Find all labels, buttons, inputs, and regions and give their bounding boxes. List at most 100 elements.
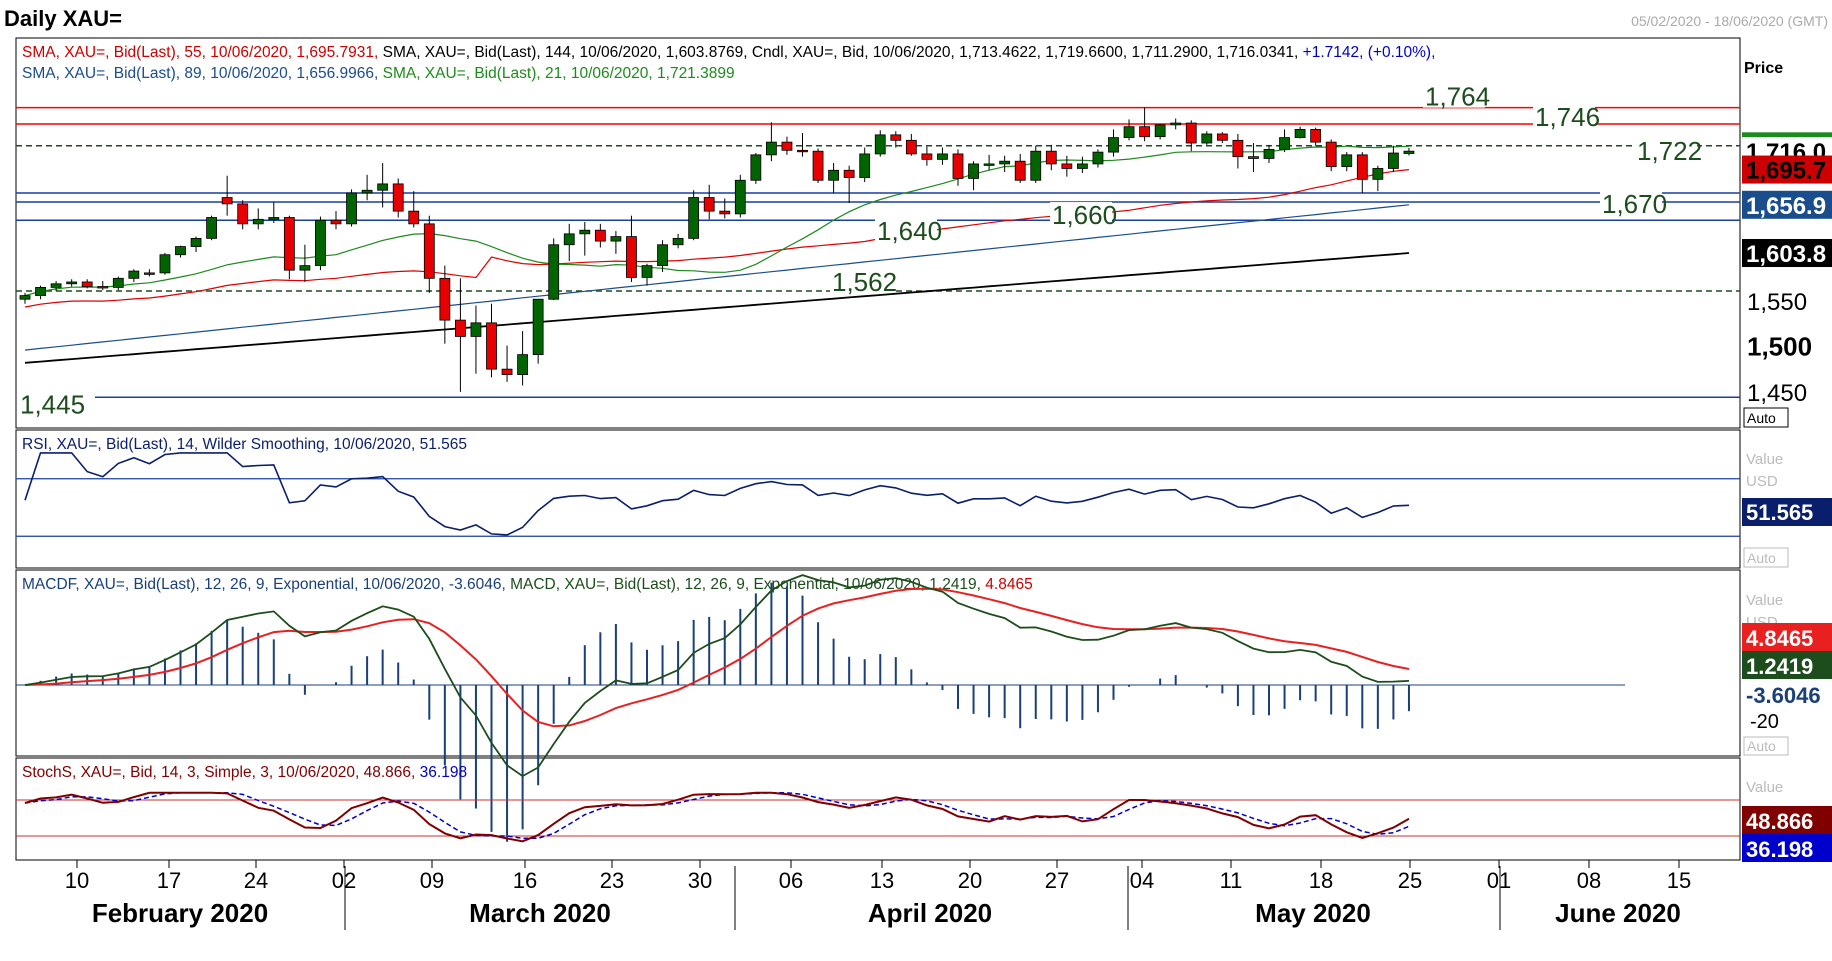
candle-2020-02-05 — [19, 292, 31, 304]
candle-2020-03-26 — [579, 222, 591, 256]
candle-2020-02-25 — [237, 200, 249, 230]
candle-2020-02-14 — [128, 269, 140, 282]
price-auto-button[interactable] — [1743, 407, 1789, 428]
candle-2020-03-10 — [392, 178, 404, 218]
candle-2020-03-24 — [548, 238, 560, 301]
candle-2020-05-19 — [1154, 123, 1166, 140]
legend-part-1: MACD, XAU=, Bid(Last), 12, 26, 9, Expone… — [506, 576, 981, 593]
candle-2020-03-25 — [563, 223, 575, 262]
price-panel-frame — [15, 37, 1741, 429]
legend-part-0: SMA, XAU=, Bid(Last), 55, 10/06/2020, 1,… — [22, 44, 378, 61]
candle-2020-02-21 — [206, 215, 218, 241]
candle-body — [1356, 154, 1368, 180]
candle-body — [890, 134, 902, 141]
stoch-plot — [16, 791, 1740, 843]
macd-badge-label-2: -3.6046 — [1746, 683, 1821, 708]
candle-body — [1403, 150, 1415, 154]
candle-body — [1216, 133, 1228, 141]
candle-2020-05-07 — [1030, 145, 1042, 183]
candle-body — [252, 218, 264, 225]
candle-body — [299, 265, 311, 271]
candle-body — [206, 217, 218, 239]
candle-2020-03-02 — [299, 244, 311, 282]
candle-body — [781, 141, 793, 151]
candle-body — [797, 149, 808, 153]
candle-2020-05-14 — [1108, 129, 1119, 157]
candle-2020-05-13 — [1092, 149, 1104, 168]
candle-2020-05-28 — [1263, 144, 1275, 164]
price-ytick-1: 1,500 — [1747, 331, 1812, 361]
candle-body — [921, 153, 933, 160]
candle-2020-04-28 — [921, 146, 933, 166]
candle-body — [486, 322, 497, 370]
candle-body — [159, 254, 171, 274]
candle-body — [1092, 151, 1104, 165]
legend-part-0: StochS, XAU=, Bid, 14, 3, Simple, 3, 10/… — [22, 764, 415, 781]
candle-2020-04-14 — [766, 122, 777, 162]
macd-auto-label: Auto — [1747, 738, 1776, 754]
candle-body — [1310, 129, 1322, 143]
x-tick-label-13: 11 — [1220, 868, 1243, 893]
candle-2020-04-20 — [828, 163, 839, 193]
month-label-0: February 2020 — [92, 898, 268, 928]
x-tick-label-6: 23 — [600, 868, 624, 893]
legend-part-1: 36.198 — [415, 764, 467, 781]
x-tick-label-2: 24 — [244, 868, 268, 893]
candle-body — [81, 281, 93, 287]
candle-body — [843, 169, 855, 178]
candle-body — [983, 163, 995, 166]
candle-body — [19, 295, 31, 300]
candle-2020-05-15 — [1123, 119, 1135, 141]
level-label-bg-6 — [830, 269, 892, 294]
legend-part-1: SMA, XAU=, Bid(Last), 21, 10/06/2020, 1,… — [378, 65, 734, 82]
candle-2020-03-30 — [610, 231, 622, 254]
macd-plot — [16, 574, 1625, 842]
candle-body — [594, 229, 606, 242]
candle-body — [283, 217, 295, 271]
candle-body — [1341, 154, 1353, 168]
candle-2020-03-05 — [346, 189, 357, 227]
x-tick-label-0: 10 — [65, 868, 89, 893]
macd-signal-line — [24, 587, 1410, 728]
candle-body — [361, 189, 373, 194]
candle-body — [610, 236, 622, 242]
candle-2020-06-03 — [1325, 139, 1337, 172]
candle-body — [315, 219, 326, 267]
macd-auto-button[interactable] — [1743, 736, 1789, 756]
price-legend-line-1: SMA, XAU=, Bid(Last), 55, 10/06/2020, 1,… — [22, 44, 1435, 61]
macd-badge-label-1: 1.2419 — [1746, 654, 1813, 679]
candle-body — [532, 298, 544, 356]
x-tick-label-8: 06 — [779, 868, 803, 893]
candle-body — [1139, 126, 1150, 138]
x-tick-label-14: 18 — [1309, 868, 1333, 893]
candle-body — [859, 153, 871, 178]
stoch-value-badges: 48.866 36.198 — [1742, 806, 1832, 862]
candle-2020-03-03 — [315, 216, 326, 271]
candle-2020-06-10 — [1403, 147, 1415, 156]
x-tick-label-16: 01 — [1487, 868, 1511, 893]
level-label-1: 1,746 — [1535, 102, 1600, 132]
macd-badge-label-0: 4.8465 — [1746, 626, 1813, 651]
candle-2020-02-24 — [221, 175, 233, 216]
rsi-auto-button[interactable] — [1743, 547, 1789, 568]
candle-body — [423, 223, 435, 279]
level-label-7: 1,445 — [20, 389, 85, 419]
price-badge-3 — [1742, 190, 1832, 219]
candle-body — [97, 286, 109, 289]
level-label-bg-2 — [1635, 137, 1697, 162]
candle-2020-02-18 — [159, 252, 171, 275]
candle-2020-03-19 — [501, 345, 513, 382]
stoch-legend: StochS, XAU=, Bid, 14, 3, Simple, 3, 10/… — [22, 764, 467, 781]
candle-2020-03-16 — [454, 278, 466, 392]
candle-2020-02-10 — [66, 279, 78, 287]
stoch-badge-label-0: 48.866 — [1746, 809, 1813, 834]
price-badge-label-3: 1,656.9 — [1746, 193, 1826, 220]
candle-2020-04-08 — [719, 198, 731, 219]
rsi-value-badge — [1742, 498, 1832, 526]
candle-2020-05-05 — [999, 155, 1011, 173]
candle-2020-05-01 — [968, 161, 979, 191]
candle-2020-04-01 — [641, 263, 653, 286]
month-label-1: March 2020 — [469, 898, 611, 928]
candle-body — [828, 169, 839, 181]
level-label-3: 1,670 — [1602, 189, 1667, 219]
